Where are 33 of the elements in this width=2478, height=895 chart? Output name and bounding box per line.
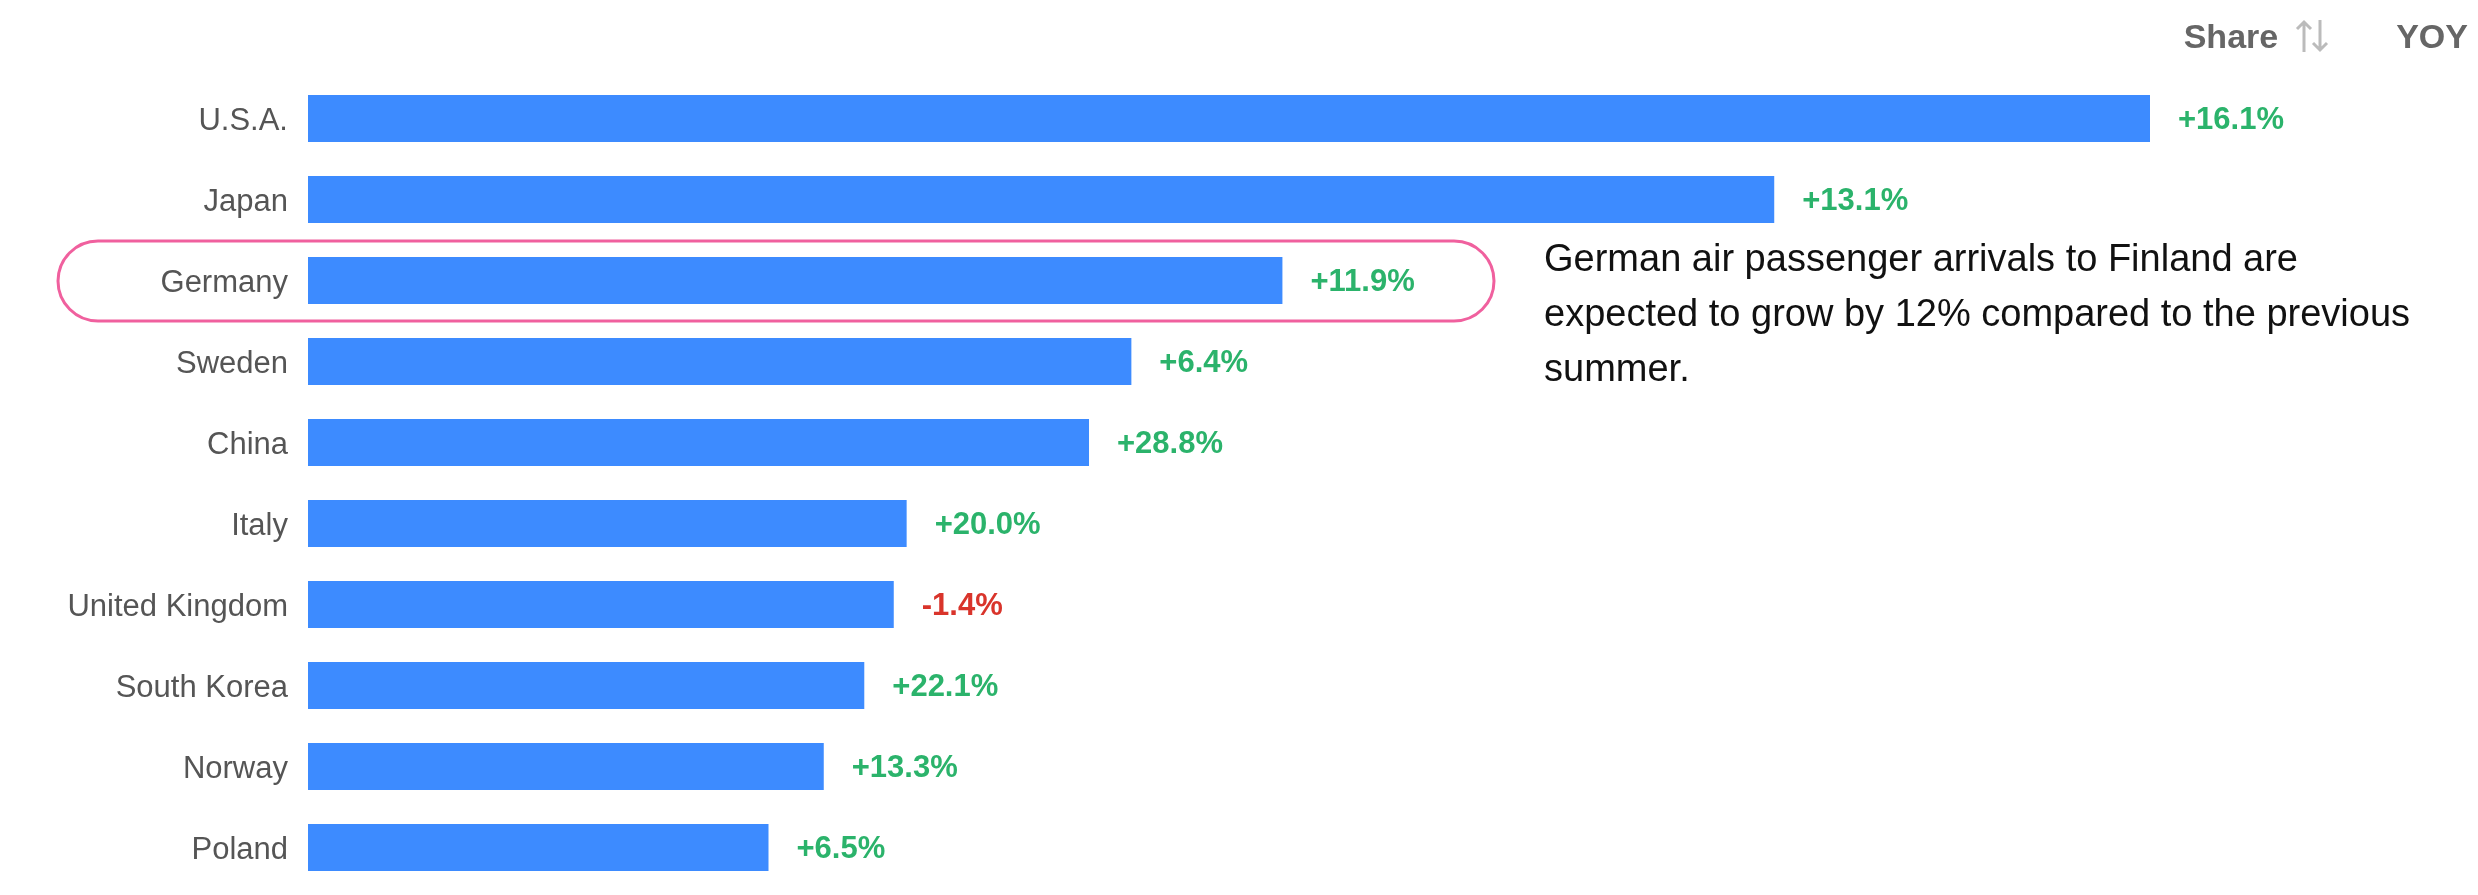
annotation: +22.1% xyxy=(892,668,999,703)
y-tick-label: Germany xyxy=(160,263,289,299)
bar xyxy=(308,419,1090,466)
text: YOY xyxy=(2396,16,2468,56)
y-tick-label: China xyxy=(207,425,289,461)
bar xyxy=(308,257,1283,304)
y-tick-label: South Korea xyxy=(115,668,289,704)
bar xyxy=(308,95,2150,142)
bar xyxy=(308,581,894,628)
text: Share xyxy=(2183,16,2279,56)
bar xyxy=(308,824,769,871)
bar xyxy=(308,338,1132,385)
annotation: German air passenger arrivals to Finland are expected to grow by 12% compared to the previous summer. xyxy=(1544,235,2412,391)
y-tick-label: U.S.A. xyxy=(198,101,288,137)
annotation: +28.8% xyxy=(1117,425,1224,460)
y-tick-label: Norway xyxy=(182,749,289,785)
annotation: +6.4% xyxy=(1159,344,1249,379)
bar xyxy=(308,176,1775,223)
y-tick-label: United Kingdom xyxy=(67,587,288,623)
annotation: -1.4% xyxy=(921,587,1003,622)
y-tick-label: Italy xyxy=(231,506,289,542)
annotation: +20.0% xyxy=(934,506,1041,541)
y-tick-label: Poland xyxy=(191,830,288,866)
y-tick-label: Sweden xyxy=(175,344,288,380)
annotation: +13.3% xyxy=(851,749,958,784)
bar xyxy=(308,662,865,709)
annotation: +6.5% xyxy=(796,830,886,865)
y-tick-label: Japan xyxy=(203,182,288,218)
bar xyxy=(308,500,907,547)
annotation: +11.9% xyxy=(1310,263,1415,298)
annotation: +16.1% xyxy=(2178,101,2285,136)
annotation: +13.1% xyxy=(1802,182,1909,217)
bar xyxy=(308,743,824,790)
